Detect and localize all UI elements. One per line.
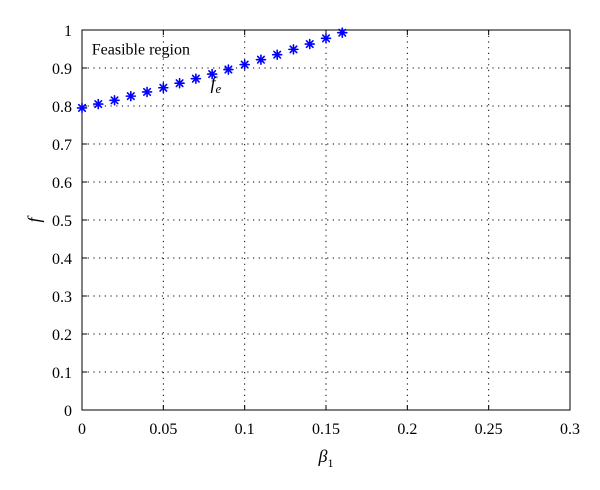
- y-tick-label: 0.9: [52, 61, 72, 78]
- data-point: [109, 95, 120, 106]
- data-point: [223, 64, 234, 75]
- data-point: [125, 90, 137, 102]
- data-point: [76, 102, 88, 114]
- annotation-feasible-region: Feasible region: [92, 42, 190, 59]
- axis-ticks: [81, 29, 571, 411]
- x-tick-labels: 0 0.05 0.1 0.15 0.2 0.25 0.3: [78, 421, 580, 438]
- annotation-fe: fe: [211, 73, 222, 96]
- y-tick-label: 0: [64, 403, 72, 420]
- y-tick-label: 1: [64, 23, 72, 40]
- annotation-fe-subscript: e: [216, 81, 222, 96]
- y-tick-labels: 0 0.1 0.2 0.3 0.4 0.5 0.6 0.7 0.8 0.9 1: [52, 23, 72, 420]
- x-axis-label: β1: [318, 446, 334, 470]
- y-tick-label: 0.1: [52, 365, 72, 382]
- x-tick-label: 0.25: [475, 421, 503, 438]
- x-tick-label: 0.3: [560, 421, 580, 438]
- data-point: [190, 73, 202, 84]
- x-tick-label: 0.05: [149, 421, 177, 438]
- y-tick-label: 0.4: [52, 251, 72, 268]
- data-point: [320, 33, 332, 44]
- y-tick-label: 0.5: [52, 213, 72, 230]
- y-tick-label: 0.7: [52, 137, 72, 154]
- y-tick-label: 0.6: [52, 175, 72, 192]
- data-point: [239, 59, 250, 70]
- data-point: [141, 86, 153, 98]
- data-point: [174, 77, 185, 89]
- data-point: [158, 82, 169, 94]
- data-point: [288, 44, 299, 55]
- y-tick-label: 0.8: [52, 99, 72, 116]
- x-tick-label: 0.1: [235, 421, 255, 438]
- annotations: Feasible region fe: [92, 42, 222, 96]
- data-point: [336, 27, 348, 38]
- x-tick-label: 0.2: [397, 421, 417, 438]
- data-points: [76, 27, 348, 114]
- annotation-fe-symbol: f: [211, 73, 219, 93]
- grid-lines: [82, 30, 570, 410]
- data-point: [92, 98, 104, 110]
- data-point: [255, 54, 267, 65]
- data-point: [271, 49, 283, 61]
- y-tick-label: 0.3: [52, 289, 72, 306]
- x-tick-label: 0.15: [312, 421, 340, 438]
- x-tick-label: 0: [78, 421, 86, 438]
- data-point: [304, 38, 316, 50]
- x-axis-label-symbol: β: [318, 446, 328, 466]
- x-axis-label-subscript: 1: [327, 456, 333, 470]
- y-axis-label: f: [24, 215, 44, 223]
- y-tick-label: 0.2: [52, 327, 72, 344]
- data-point: [206, 68, 218, 80]
